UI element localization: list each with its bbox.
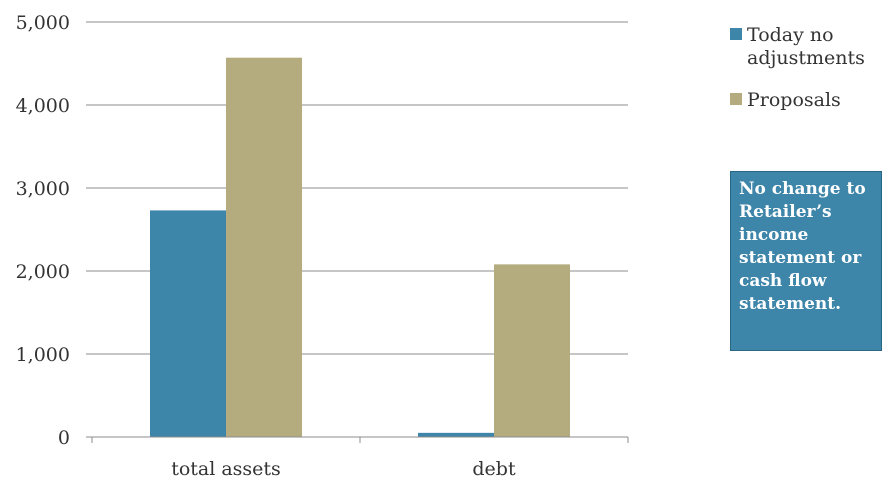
callout-note: No change to Retailer’s income statement…	[730, 171, 882, 351]
legend-label: Proposals	[747, 89, 841, 111]
bar	[418, 432, 494, 437]
bars	[150, 57, 570, 437]
x-axis-ticks: total assets debt	[91, 437, 629, 480]
legend-label: adjustments	[747, 47, 865, 69]
y-tick-label: 5,000	[16, 12, 70, 34]
bar	[150, 210, 226, 437]
callout-text: No change to Retailer’s income statement…	[739, 179, 866, 314]
y-tick-label: 3,000	[16, 178, 70, 200]
legend-label: Today no	[747, 24, 834, 46]
y-tick-label: 4,000	[16, 95, 70, 117]
y-tick-label: 1,000	[16, 344, 70, 366]
bar	[226, 57, 302, 437]
y-tick-label: 0	[58, 427, 70, 449]
y-tick-label: 2,000	[16, 261, 70, 283]
legend-swatch	[730, 28, 742, 40]
bar	[494, 264, 570, 437]
x-tick-label: debt	[472, 458, 516, 480]
legend-swatch	[730, 93, 742, 105]
x-tick-label: total assets	[171, 458, 281, 480]
y-axis-ticks: 0 1,000 2,000 3,000 4,000 5,000	[16, 12, 92, 449]
